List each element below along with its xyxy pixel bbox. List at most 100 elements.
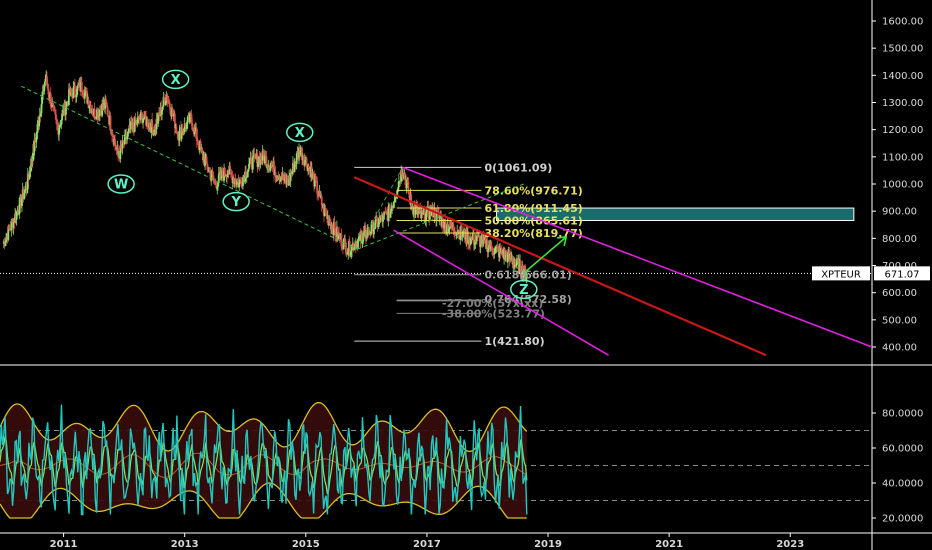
price-candle [448, 227, 451, 230]
price-candle [196, 141, 199, 143]
price-candle [402, 173, 405, 175]
price-candle [132, 122, 135, 128]
price-candle [29, 170, 32, 172]
time-tick-label: 2019 [534, 539, 562, 550]
price-candle [58, 127, 60, 135]
osc-lower-band [0, 482, 527, 519]
price-candle [178, 130, 181, 141]
price-candle [186, 117, 189, 122]
price-candle [286, 179, 289, 185]
price-candle [212, 175, 215, 181]
price-candle [458, 229, 461, 240]
price-candle [270, 165, 272, 169]
price-candle [301, 147, 303, 160]
price-tick-label: 1100.00 [882, 152, 923, 163]
trendline-lower-wxy [357, 183, 524, 250]
price-candle [31, 158, 34, 162]
price-candle [43, 81, 46, 87]
price-candle [394, 197, 397, 199]
wave-label: Z [519, 283, 528, 298]
price-candle [374, 219, 377, 229]
price-candle [34, 141, 37, 143]
price-candle [127, 128, 130, 132]
price-candle [30, 158, 33, 171]
price-candle [447, 229, 450, 232]
price-candle [256, 153, 259, 167]
price-candle [513, 262, 516, 268]
price-candle [524, 265, 527, 270]
price-candle [404, 173, 406, 180]
price-candle [376, 216, 378, 220]
price-candle [407, 182, 410, 193]
price-candle [291, 171, 294, 174]
price-candle [257, 162, 260, 167]
price-candle [310, 167, 313, 175]
price-candle [176, 131, 179, 140]
price-candle [205, 156, 208, 164]
wave-label-circle [222, 191, 250, 212]
price-candle [357, 236, 360, 240]
price-tick-label: 1000.00 [882, 180, 923, 191]
price-candle [213, 180, 216, 182]
price-candle [245, 171, 247, 178]
price-candle [4, 242, 7, 247]
price-candle [351, 244, 353, 251]
price-candle [114, 139, 116, 145]
price-candle [197, 142, 200, 146]
price-candle [67, 89, 70, 105]
price-candle [387, 208, 390, 221]
price-candle [138, 116, 141, 120]
price-candle [259, 156, 262, 166]
price-candle [367, 227, 370, 234]
price-candle [293, 164, 296, 173]
price-candle [117, 147, 119, 157]
price-candle [333, 221, 336, 229]
price-candle [393, 201, 396, 203]
price-candle [447, 223, 450, 232]
price-candle [273, 161, 275, 175]
price-candle [217, 173, 220, 183]
price-candle [173, 113, 176, 129]
price-candle [469, 237, 472, 245]
price-candle [208, 169, 211, 172]
price-candle [189, 113, 192, 115]
price-candle [494, 247, 496, 253]
price-candle [242, 177, 244, 187]
price-candle [206, 163, 209, 170]
price-candle [60, 120, 63, 126]
price-candle [167, 100, 170, 102]
price-candle [9, 229, 12, 231]
price-tick-label: 500.00 [882, 315, 917, 326]
price-candle [38, 114, 41, 122]
price-candle [505, 251, 508, 255]
price-candle [25, 185, 28, 190]
price-candle [216, 186, 219, 189]
price-candle [43, 86, 46, 92]
price-candle [384, 211, 387, 213]
price-candle [268, 165, 271, 171]
price-candle [438, 218, 441, 220]
price-candle [61, 113, 63, 121]
price-candle [497, 247, 499, 249]
price-candle [142, 118, 145, 120]
price-candle [221, 170, 224, 177]
price-candle [214, 182, 217, 185]
price-candle [478, 235, 481, 238]
price-candle [169, 107, 172, 115]
price-candle [422, 212, 425, 214]
price-tick-label: 1400.00 [882, 71, 923, 82]
osc-tick-label: 20.0000 [882, 514, 923, 525]
price-candle [475, 235, 478, 242]
price-candle [320, 196, 323, 206]
price-candle [491, 251, 494, 254]
time-tick-label: 2021 [655, 539, 683, 550]
price-candle [378, 218, 381, 225]
price-candle [76, 86, 79, 95]
price-candle [524, 269, 527, 280]
price-candle [229, 169, 232, 173]
price-candle [234, 179, 237, 183]
price-candle [85, 89, 88, 92]
last-price-tag: 671.07 [885, 269, 920, 280]
price-candle [437, 211, 440, 213]
